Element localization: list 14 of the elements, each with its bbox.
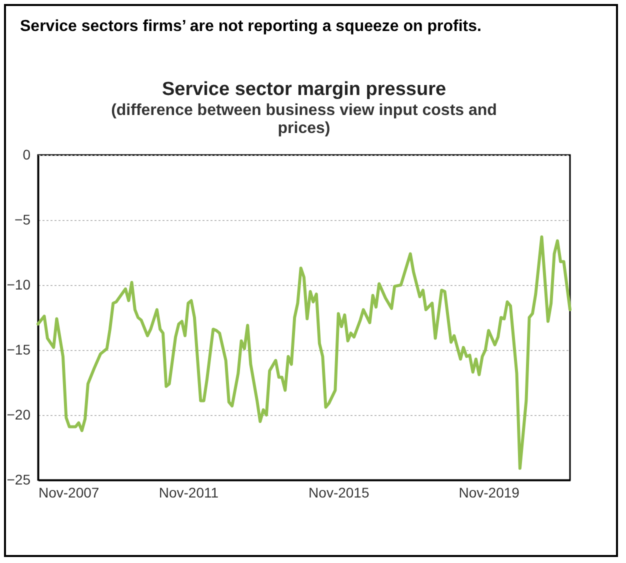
text: Service sectors firms’ are not reporting a squeeze on profits. — [20, 18, 482, 36]
chart-subtitle: (difference between business view input costs and prices) — [111, 102, 497, 137]
x-tick-label: Nov-2007 — [38, 484, 100, 500]
y-tick-label: −20 — [6, 406, 31, 422]
y-tick-label: −5 — [14, 212, 31, 228]
y-tick-label: 0 — [22, 146, 31, 162]
y-tick-label: −10 — [6, 276, 31, 292]
line-series — [36, 235, 572, 470]
x-tick-label: Nov-2015 — [308, 484, 370, 500]
y-tick-label: −25 — [6, 472, 31, 488]
chart-title: Service sector margin pressure — [162, 79, 446, 100]
y-tick-label: −15 — [6, 342, 31, 358]
x-tick-label: Nov-2019 — [458, 484, 520, 500]
x-tick-label: Nov-2011 — [158, 484, 219, 500]
